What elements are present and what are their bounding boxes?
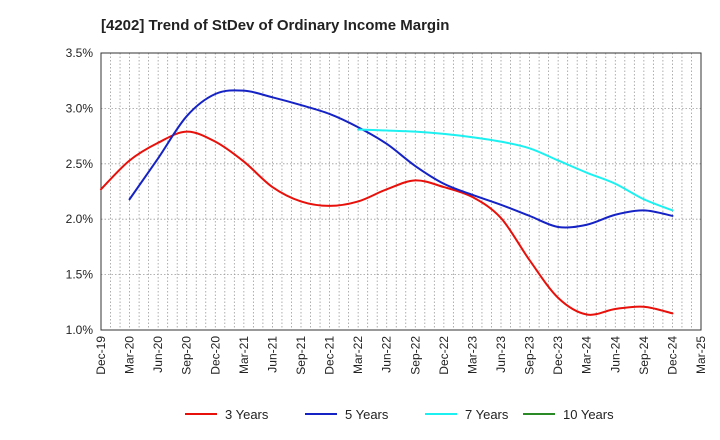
legend-label: 5 Years — [345, 407, 389, 422]
legend-label: 10 Years — [563, 407, 614, 422]
series-line-5-years — [128, 89, 674, 229]
y-tick-label: 2.5% — [66, 157, 94, 171]
x-tick-label: Sep-22 — [408, 336, 422, 375]
x-tick-label: Jun-21 — [265, 336, 279, 373]
x-tick-label: Mar-22 — [351, 336, 365, 374]
x-tick-label: Sep-21 — [294, 336, 308, 375]
x-tick-label: Jun-22 — [380, 336, 394, 373]
x-tick-label: Jun-20 — [151, 336, 165, 373]
plot-area — [101, 53, 701, 330]
x-tick-label: Mar-23 — [465, 336, 479, 374]
x-tick-label: Jun-23 — [494, 336, 508, 373]
x-tick-label: Mar-24 — [580, 336, 594, 374]
y-axis-ticks: 1.0% 1.5% 2.0% 2.5% 3.0% 3.5% — [66, 46, 94, 337]
x-tick-label: Dec-24 — [665, 336, 679, 375]
x-tick-label: Dec-22 — [437, 336, 451, 375]
series-line-3-years — [100, 130, 674, 316]
chart-title: [4202] Trend of StDev of Ordinary Income… — [101, 17, 449, 34]
y-tick-label: 1.5% — [66, 268, 94, 282]
x-tick-label: Dec-21 — [323, 336, 337, 375]
x-tick-label: Mar-20 — [123, 336, 137, 374]
x-tick-label: Dec-19 — [94, 336, 108, 375]
y-tick-label: 3.5% — [66, 46, 94, 60]
legend-label: 7 Years — [465, 407, 509, 422]
y-tick-label: 2.0% — [66, 212, 94, 226]
legend-label: 3 Years — [225, 407, 269, 422]
y-tick-label: 1.0% — [66, 323, 94, 337]
x-axis-ticks: Dec-19 Mar-20 Jun-20 Sep-20 Dec-20 Mar-21 Jun-… — [94, 336, 708, 375]
x-tick-label: Sep-24 — [637, 336, 651, 375]
x-tick-label: Dec-23 — [551, 336, 565, 375]
x-tick-label: Dec-20 — [208, 336, 222, 375]
x-tick-label: Sep-20 — [180, 336, 194, 375]
x-tick-label: Jun-24 — [608, 336, 622, 373]
x-tick-label: Mar-21 — [237, 336, 251, 374]
legend: 3 Years 5 Years 7 Years 10 Years — [185, 407, 614, 422]
series-line-7-years — [357, 128, 674, 212]
gridlines — [101, 53, 701, 330]
y-tick-label: 3.0% — [66, 101, 94, 115]
series-lines — [100, 89, 674, 316]
x-tick-label: Sep-23 — [523, 336, 537, 375]
x-tick-label: Mar-25 — [694, 336, 708, 374]
plot-frame — [100, 52, 702, 331]
